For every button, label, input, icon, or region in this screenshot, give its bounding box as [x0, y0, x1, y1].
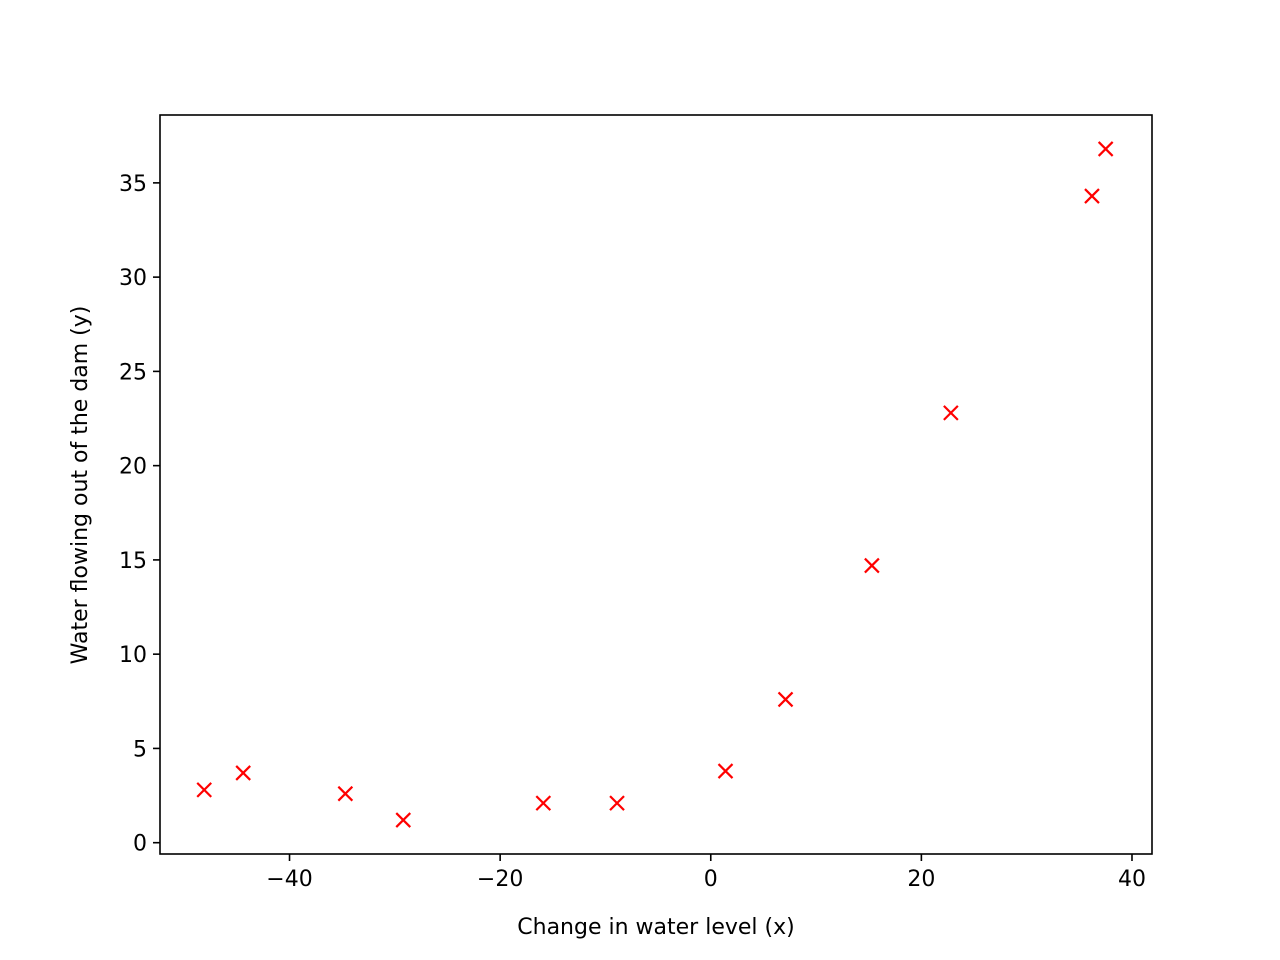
y-tick-label: 5 [133, 737, 147, 762]
y-axis-ticks: 0 5 10 15 20 25 30 35 [119, 172, 160, 857]
data-point [1084, 188, 1100, 204]
y-tick-label: 10 [119, 643, 147, 668]
y-tick-label: 15 [119, 549, 147, 574]
x-tick-label: 40 [1118, 867, 1146, 892]
data-point [609, 795, 625, 811]
y-axis-label: Water flowing out of the dam (y) [68, 306, 93, 665]
data-point [337, 785, 354, 802]
data-point [864, 557, 880, 574]
data-markers [196, 141, 1114, 828]
data-point [1097, 141, 1114, 157]
x-tick-label: 0 [704, 867, 718, 892]
y-tick-label: 30 [119, 266, 147, 291]
y-tick-label: 35 [119, 172, 147, 197]
x-tick-label: −40 [266, 867, 312, 892]
x-tick-label: −20 [477, 867, 523, 892]
data-point [535, 795, 552, 811]
x-tick-label: 20 [907, 867, 935, 892]
y-tick-label: 0 [133, 832, 147, 857]
data-point [235, 765, 251, 781]
plot-frame [159, 114, 1153, 855]
x-axis-ticks: −40 −20 0 20 40 [266, 854, 1146, 892]
data-point [196, 782, 213, 798]
x-axis-label: Change in water level (x) [517, 915, 794, 940]
data-point [395, 812, 412, 828]
data-point [943, 405, 959, 421]
data-point [717, 763, 734, 779]
data-point [777, 691, 794, 708]
y-tick-label: 25 [119, 360, 147, 385]
y-tick-label: 20 [119, 455, 147, 480]
